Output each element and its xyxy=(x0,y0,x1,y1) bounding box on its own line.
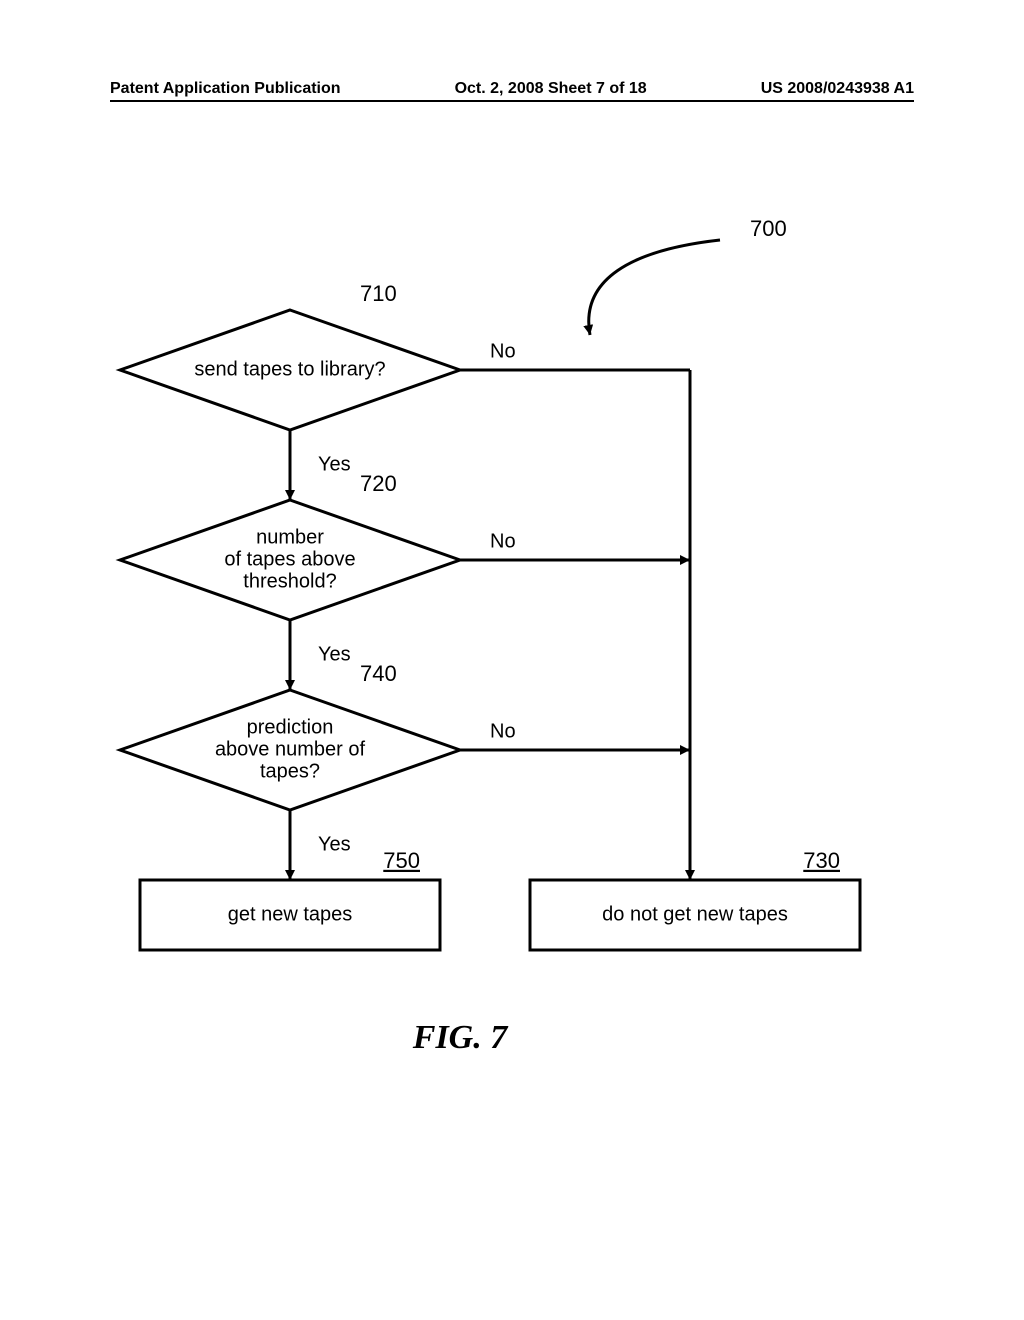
svg-text:number: number xyxy=(256,526,324,548)
svg-text:750: 750 xyxy=(383,848,420,873)
svg-text:send tapes to library?: send tapes to library? xyxy=(194,358,385,380)
svg-text:Yes: Yes xyxy=(318,833,351,855)
flowchart-svg: 700 710 send tapes to library? 720 numberof … xyxy=(110,180,914,1180)
svg-text:threshold?: threshold? xyxy=(243,570,336,592)
svg-text:Yes: Yes xyxy=(318,453,351,475)
svg-text:prediction: prediction xyxy=(247,716,334,738)
svg-text:710: 710 xyxy=(360,281,397,306)
svg-text:720: 720 xyxy=(360,471,397,496)
svg-text:tapes?: tapes? xyxy=(260,760,320,782)
svg-text:above number of: above number of xyxy=(215,738,366,760)
page-header: Patent Application Publication Oct. 2, 2… xyxy=(110,80,914,102)
svg-text:get new tapes: get new tapes xyxy=(228,903,353,925)
header-center: Oct. 2, 2008 Sheet 7 of 18 xyxy=(455,80,647,98)
header-right: US 2008/0243938 A1 xyxy=(761,80,914,98)
svg-text:of tapes above: of tapes above xyxy=(224,548,355,570)
flowchart: 700 710 send tapes to library? 720 numberof … xyxy=(110,180,914,1180)
svg-text:No: No xyxy=(490,530,516,552)
svg-text:No: No xyxy=(490,340,516,362)
svg-text:Yes: Yes xyxy=(318,643,351,665)
svg-text:730: 730 xyxy=(803,848,840,873)
header-left: Patent Application Publication xyxy=(110,80,341,98)
svg-text:700: 700 xyxy=(750,216,787,241)
svg-text:740: 740 xyxy=(360,661,397,686)
svg-text:No: No xyxy=(490,720,516,742)
svg-text:do not get new tapes: do not get new tapes xyxy=(602,903,788,925)
svg-text:FIG. 7: FIG. 7 xyxy=(412,1019,509,1056)
